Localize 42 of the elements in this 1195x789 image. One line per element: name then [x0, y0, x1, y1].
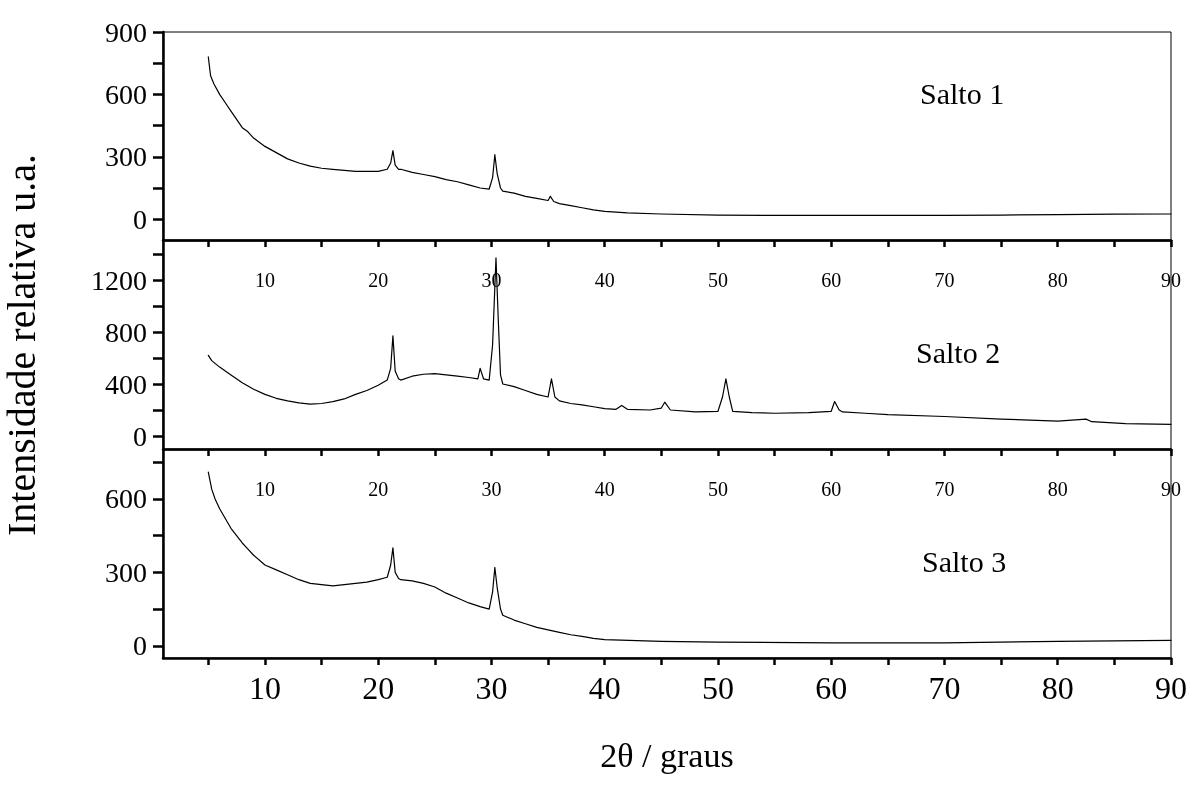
- x-tick-label: 80: [1047, 269, 1068, 291]
- y-tick-label: 300: [105, 556, 147, 588]
- x-tick-label: 10: [254, 269, 275, 291]
- y-tick-label: 600: [105, 78, 147, 110]
- y-tick-label: 900: [105, 16, 147, 48]
- x-tick-label: 20: [362, 670, 395, 706]
- x-tick-label: 90: [1155, 670, 1187, 706]
- x-tick-label: 60: [821, 478, 842, 500]
- x-tick-label: 90: [1161, 478, 1181, 500]
- y-axis-title: Intensidade relativa u.a.: [0, 153, 44, 537]
- x-tick-label: 60: [815, 670, 848, 706]
- x-tick-label: 30: [475, 670, 508, 706]
- x-tick-label: 40: [594, 269, 615, 291]
- annotation: Salto 3: [922, 544, 1007, 578]
- y-tick-label: 300: [105, 141, 147, 173]
- x-tick-label: 50: [707, 269, 728, 291]
- y-tick-label: 0: [133, 420, 147, 452]
- x-tick-label: 80: [1041, 670, 1074, 706]
- y-tick-label: 0: [133, 203, 147, 235]
- x-tick-label: 60: [821, 269, 842, 291]
- x-tick-label: 40: [594, 478, 615, 500]
- x-tick-label: 70: [934, 269, 955, 291]
- x-tick-label: 40: [588, 670, 621, 706]
- y-tick-label: 600: [105, 483, 147, 515]
- x-tick-label: 10: [248, 670, 281, 706]
- x-tick-label: 20: [368, 478, 389, 500]
- x-tick-label: 10: [254, 478, 275, 500]
- annotation: Salto 1: [920, 76, 1005, 110]
- x-axis-title: 2θ / graus: [600, 736, 734, 774]
- y-tick-label: 1200: [91, 264, 147, 296]
- x-tick-label: 70: [934, 478, 955, 500]
- x-tick-label: 30: [481, 478, 502, 500]
- y-tick-label: 0: [133, 630, 147, 662]
- x-tick-label: 80: [1047, 478, 1068, 500]
- x-tick-label: 70: [928, 670, 961, 706]
- x-tick-label: 50: [707, 478, 728, 500]
- x-tick-label: 20: [368, 269, 389, 291]
- x-tick-label: 50: [701, 670, 734, 706]
- y-tick-label: 400: [105, 368, 147, 400]
- y-tick-label: 800: [105, 316, 147, 348]
- x-tick-label: 90: [1161, 269, 1181, 291]
- annotation: Salto 2: [916, 335, 1001, 369]
